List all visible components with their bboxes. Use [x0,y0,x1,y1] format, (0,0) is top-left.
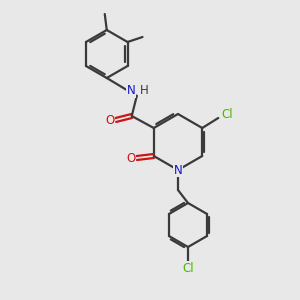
Text: Cl: Cl [182,262,194,275]
Text: Cl: Cl [221,109,233,122]
Text: N: N [126,85,135,98]
Text: O: O [126,152,135,164]
Text: N: N [174,164,182,176]
Text: H: H [140,85,148,98]
Text: O: O [105,113,114,127]
